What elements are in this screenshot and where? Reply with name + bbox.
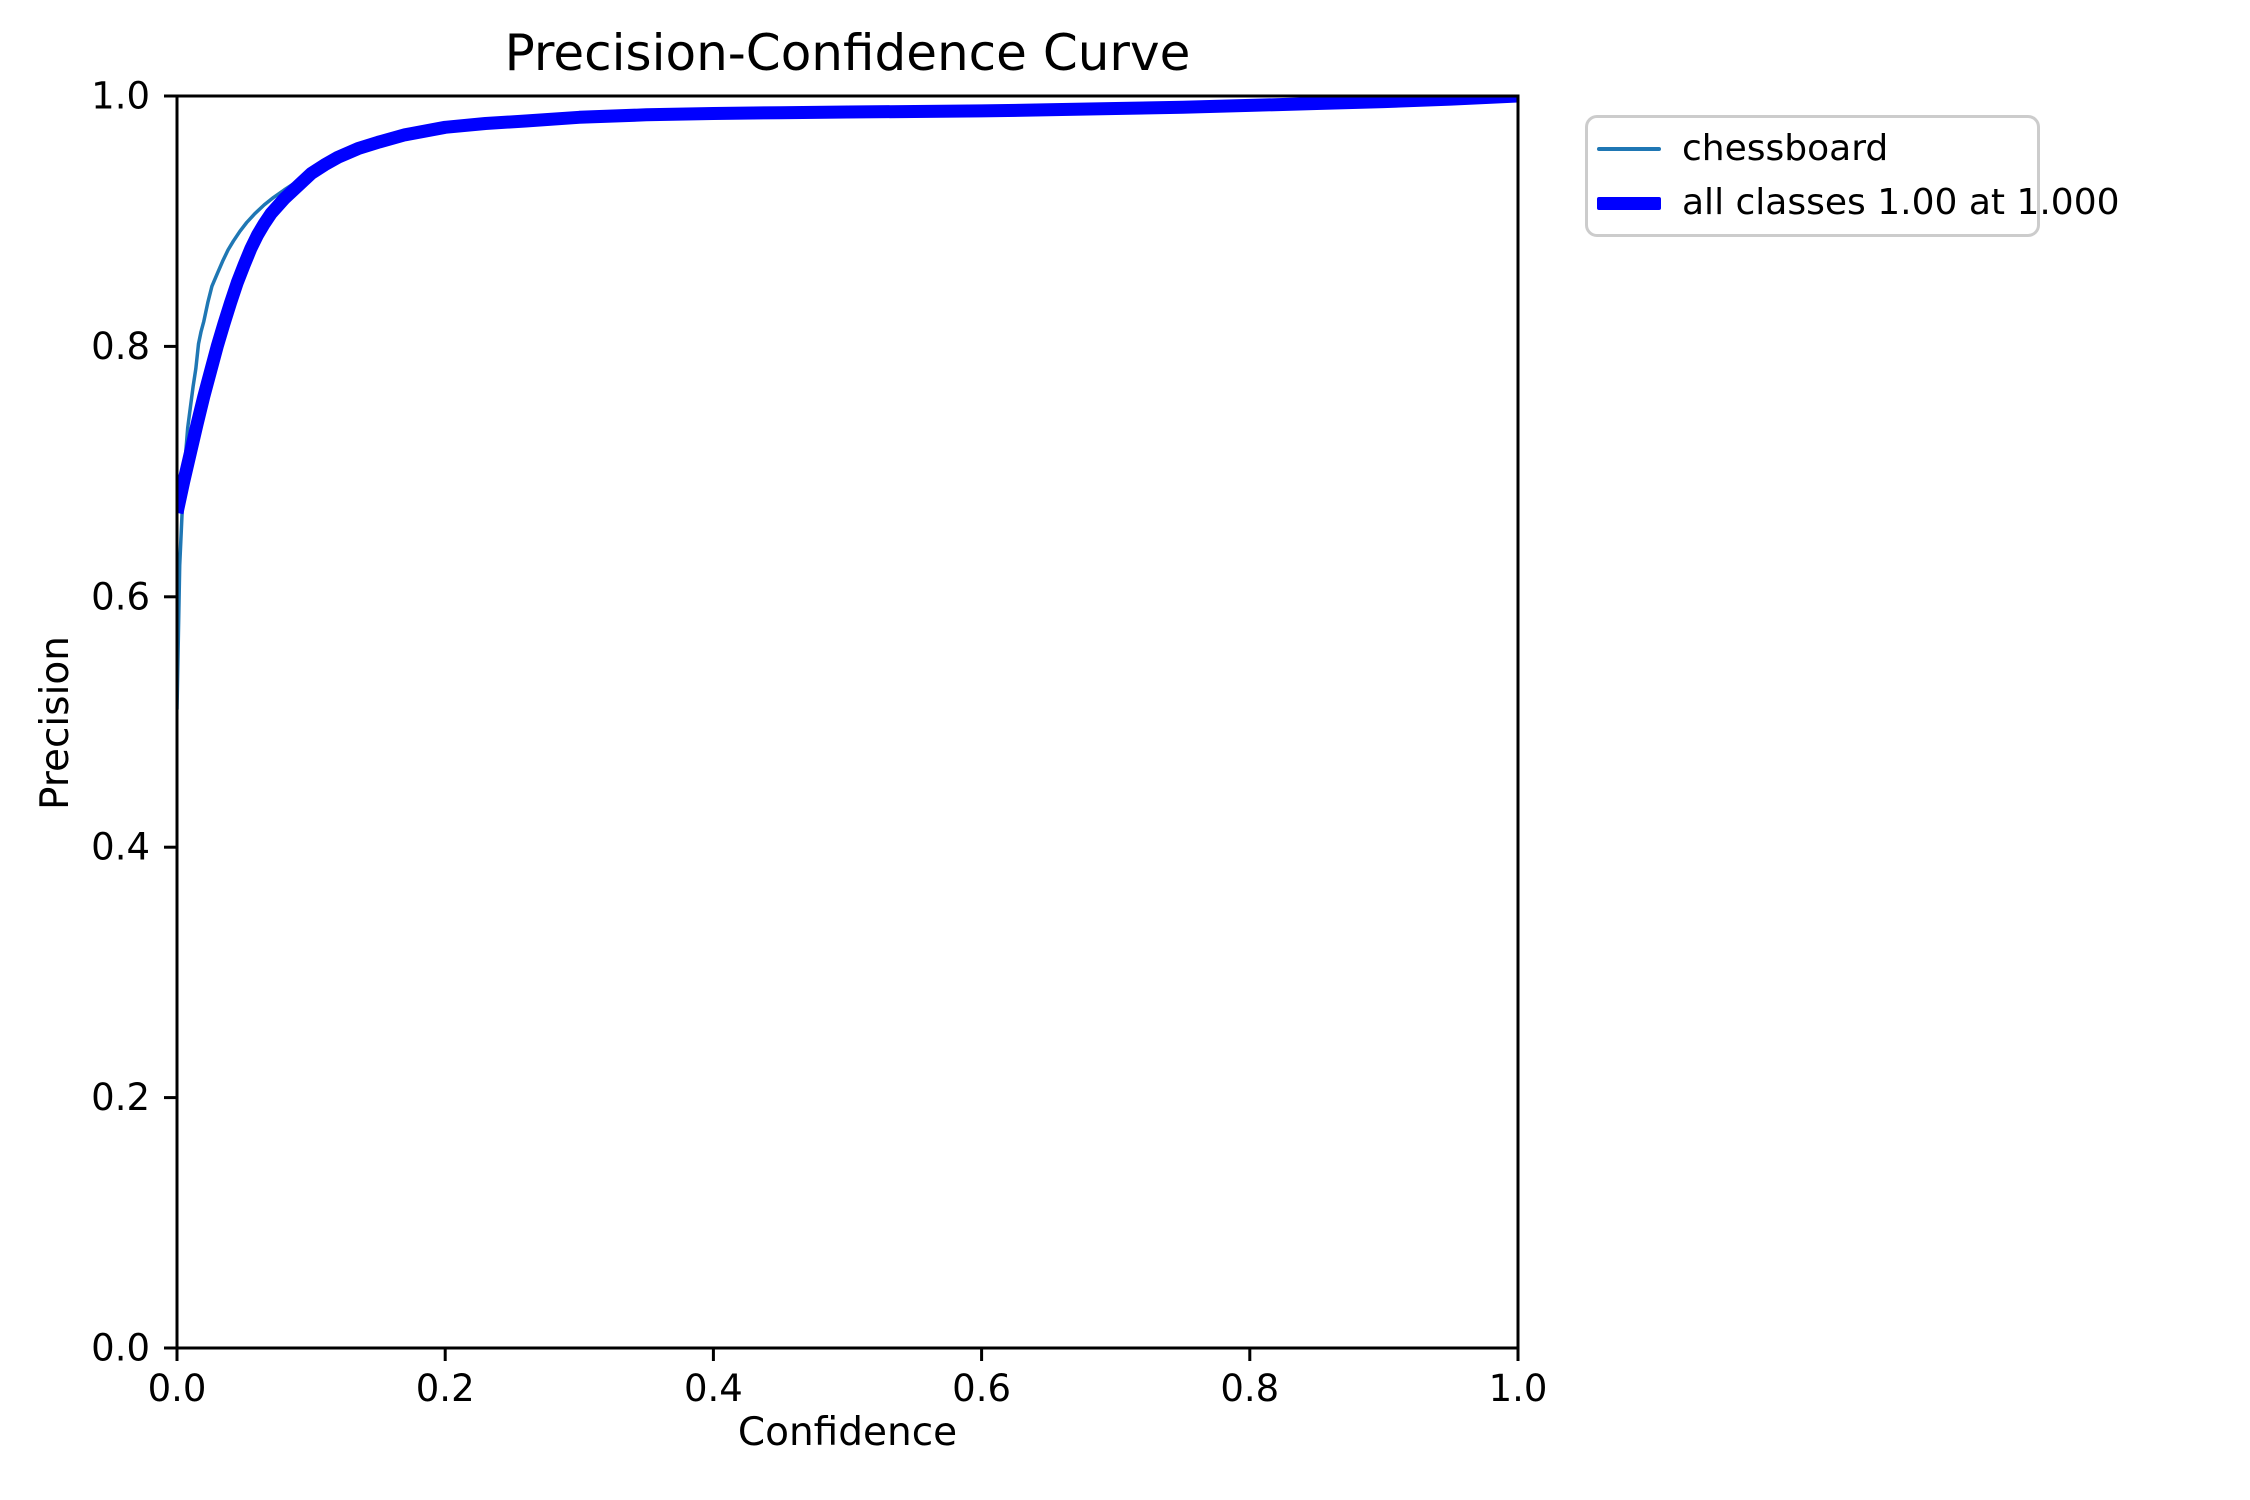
y-tick-label: 0.6 <box>91 575 150 618</box>
legend-item-chessboard: chessboard <box>1597 126 2037 172</box>
legend-item-all-classes: all classes 1.00 at 1.000 <box>1597 180 2120 226</box>
legend-line-chessboard <box>1597 147 1661 151</box>
x-tick-label: 1.0 <box>1489 1367 1548 1410</box>
all-classes-curve <box>177 96 1518 515</box>
curves-group <box>177 96 1518 710</box>
chart-title: Precision-Confidence Curve <box>504 24 1191 82</box>
tick-labels: 0.0 0.2 0.4 0.6 0.8 1.0 0.0 0.2 0.4 0.6 0.8 1.0 <box>91 75 1547 1411</box>
y-axis-label: Precision <box>33 636 78 811</box>
x-axis-label: Confidence <box>737 1410 958 1455</box>
plot-area-spines <box>175 94 1520 1350</box>
y-tick-label: 0.4 <box>91 826 150 869</box>
legend: chessboard all classes 1.00 at 1.000 <box>1585 115 2120 237</box>
x-tick-label: 0.8 <box>1220 1367 1279 1410</box>
y-tick-label: 0.0 <box>91 1327 150 1370</box>
x-tick-label: 0.4 <box>684 1367 743 1410</box>
legend-line-all-classes <box>1597 196 1661 210</box>
y-tick-label: 0.2 <box>91 1076 150 1119</box>
x-tick-label: 0.2 <box>416 1367 475 1410</box>
tick-marks <box>164 94 1520 1361</box>
y-tick-label: 1.0 <box>91 75 150 118</box>
y-tick-label: 0.8 <box>91 325 150 368</box>
legend-label-chessboard: chessboard <box>1682 128 1889 169</box>
x-tick-label: 0.0 <box>148 1367 207 1410</box>
x-tick-label: 0.6 <box>952 1367 1011 1410</box>
legend-label-all-classes: all classes 1.00 at 1.000 <box>1682 182 2120 223</box>
chessboard-curve <box>177 96 1518 710</box>
